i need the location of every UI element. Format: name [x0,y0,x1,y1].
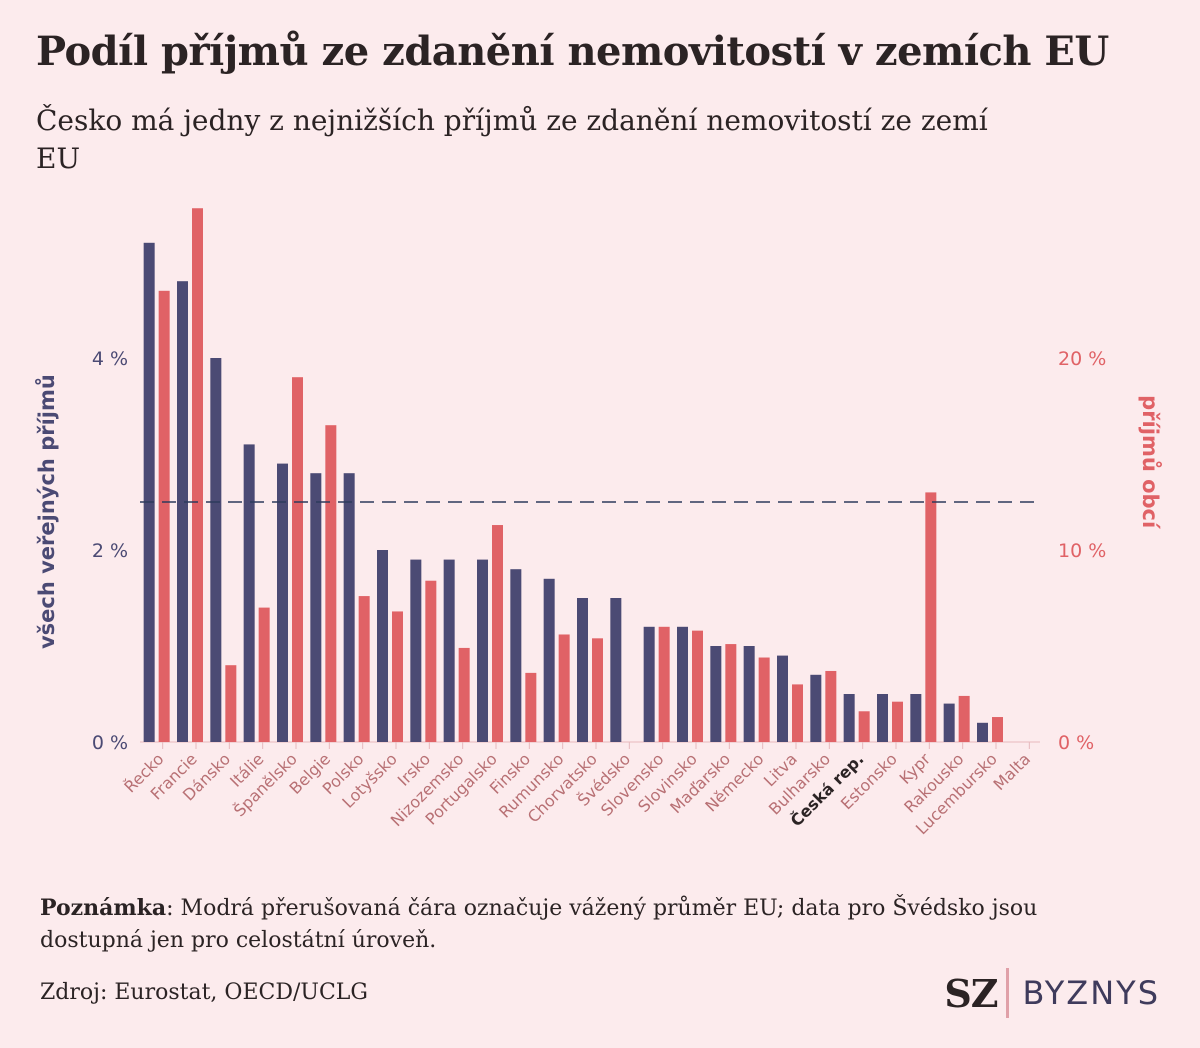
bar-blue [643,626,655,742]
chart-note: Poznámka: Modrá přerušovaná čára označuj… [40,892,1080,957]
logo-sz: SZ [944,970,998,1016]
bar-blue [443,559,455,742]
bar-chart: 0 % 2 % 4 % 0 % 10 % 20 % všech veřejných příj… [35,208,1162,838]
sz-byznys-logo: SZ BYZNYS [944,968,1160,1018]
bar-red [858,711,870,742]
bar-blue [377,550,388,742]
right-tick-label: 0 % [1058,732,1094,754]
bar-blue [977,722,988,742]
bar-red [425,580,437,742]
bar-blue [677,626,688,742]
bar-red [992,717,1003,742]
right-axis-title: příjmů obcí [1138,395,1162,530]
bar-red [192,208,203,743]
bar-blue [910,694,922,742]
bar-blue [410,559,422,742]
bar-red [558,634,570,742]
left-tick-label: 2 % [92,540,128,562]
bar-blue [143,242,155,743]
bar-red [525,672,537,742]
bar-red [592,638,603,742]
bar-red [792,684,803,742]
bar-blue [743,646,755,742]
left-tick-label: 4 % [92,348,128,370]
bar-blue [943,703,955,742]
bar-blue [510,569,522,742]
bar-red [158,290,170,742]
chart-subtitle: Česko má jedny z nejnižších příjmů ze zd… [36,104,988,175]
bar-blue [277,463,288,742]
bar-blue [477,559,488,742]
bar-blue [310,473,322,742]
chart-title: Podíl příjmů ze zdanění nemovitostí v ze… [36,28,1109,75]
bar-blue [777,655,788,742]
right-tick-label: 20 % [1058,348,1106,370]
bar-red [758,657,770,742]
bar-red [492,525,503,742]
bar-blue [810,674,822,742]
logo-byznys: BYZNYS [1022,974,1160,1012]
bar-red [358,596,370,742]
left-axis-title: všech veřejných příjmů [35,374,59,649]
bar-red [458,647,470,742]
left-tick-label: 0 % [92,732,128,754]
bar-blue [177,281,188,742]
logo-divider [1005,968,1009,1018]
bar-red [225,665,237,742]
note-label: Poznámka [40,895,167,921]
bar-blue [877,694,888,742]
bar-red [292,377,303,742]
category-label: Malta [990,749,1035,794]
bar-red [325,425,337,742]
bar-red [925,492,937,742]
bar-red [958,695,970,742]
bar-blue [243,444,255,742]
bar-red [825,670,837,742]
bar-red [892,701,903,742]
bar-blue [543,578,555,742]
bar-red [258,607,270,742]
bar-blue [343,473,355,742]
bar-blue [843,694,855,742]
bar-blue [577,598,588,742]
bar-red [692,630,703,742]
right-tick-label: 10 % [1058,540,1106,562]
source-text: Zdroj: Eurostat, OECD/UCLG [40,980,368,1005]
bar-blue [610,598,622,742]
bar-red [658,626,670,742]
bar-red [392,611,403,742]
bar-blue [710,646,722,742]
note-text: : Modrá přerušovaná čára označuje vážený… [40,896,1038,953]
bar-blue [210,358,222,742]
bar-red [725,644,737,742]
